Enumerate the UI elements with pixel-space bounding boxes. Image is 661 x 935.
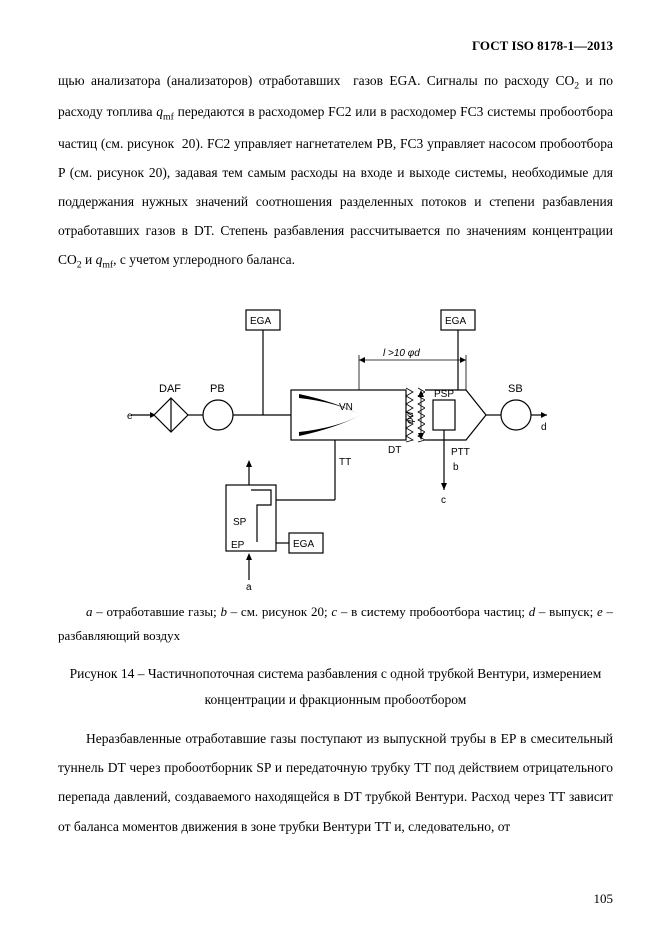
page-number: 105 [594, 885, 614, 913]
svg-text:l >10 φd: l >10 φd [383, 348, 420, 359]
diagram-svg: e DAF PB EGA [121, 290, 551, 590]
svg-text:EGA: EGA [293, 539, 314, 550]
svg-text:PB: PB [210, 383, 225, 395]
svg-text:d: d [541, 422, 547, 433]
doc-header: ГОСТ ISO 8178-1—2013 [58, 38, 613, 54]
svg-text:SP: SP [233, 517, 247, 528]
svg-text:c: c [441, 495, 446, 506]
svg-text:VN: VN [339, 402, 353, 413]
svg-text:TT: TT [339, 457, 351, 468]
figure-caption: Рисунок 14 – Частичнопоточная система ра… [58, 661, 613, 712]
svg-text:b: b [453, 462, 459, 473]
svg-text:EGA: EGA [250, 316, 271, 327]
caption-line-1: Рисунок 14 – Частичнопоточная система ра… [70, 666, 602, 681]
paragraph-bottom: Неразбавленные отработавшие газы поступа… [58, 724, 613, 840]
svg-text:EGA: EGA [445, 316, 466, 327]
svg-text:a: a [246, 582, 252, 590]
svg-text:SB: SB [508, 383, 523, 395]
svg-text:DAF: DAF [159, 383, 181, 395]
paragraph-top: щью анализатора (анализаторов) отработав… [58, 66, 613, 277]
figure-14: e DAF PB EGA [58, 290, 613, 590]
caption-line-2: концентрации и фракционным пробоотбором [205, 692, 467, 707]
svg-text:e: e [127, 411, 133, 422]
svg-text:EP: EP [231, 540, 245, 551]
svg-text:PTT: PTT [451, 447, 470, 458]
figure-legend: a – отработавшие газы; b – см. рисунок 2… [58, 600, 613, 647]
svg-text:φd: φd [405, 412, 416, 425]
svg-text:DT: DT [388, 445, 401, 456]
svg-text:PSP: PSP [434, 389, 454, 400]
